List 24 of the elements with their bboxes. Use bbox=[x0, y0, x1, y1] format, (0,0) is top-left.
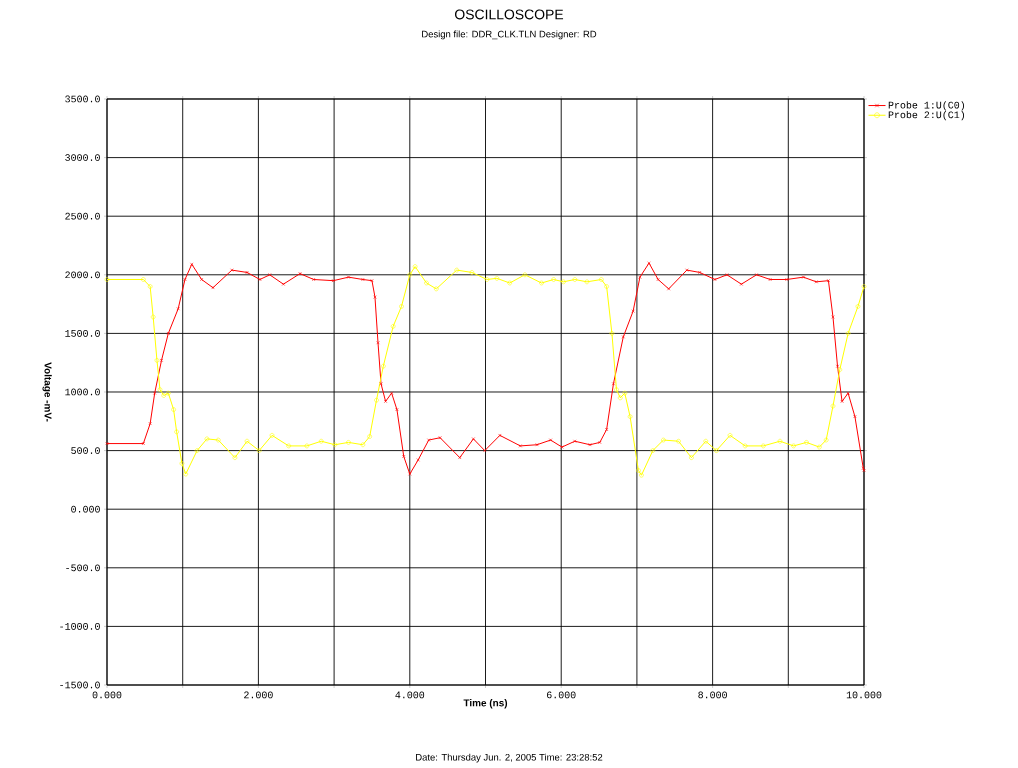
x-tick-label: 10.000 bbox=[846, 691, 882, 699]
legend-label: Probe 1:U(C0) bbox=[888, 101, 965, 111]
y-tick-label: 2500.0 bbox=[65, 212, 100, 220]
x-tick-label: 4.000 bbox=[395, 691, 425, 699]
y-tick-label: -1000.0 bbox=[60, 623, 100, 630]
chart-title: OSCILLOSCOPE bbox=[455, 9, 564, 20]
x-tick-label: 8.000 bbox=[698, 691, 727, 699]
y-tick-label: -1500.0 bbox=[60, 681, 100, 689]
x-tick-label: 6.000 bbox=[546, 691, 576, 699]
y-tick-label: 2000.0 bbox=[65, 271, 100, 279]
x-tick-label: 0.000 bbox=[92, 691, 122, 699]
y-tick-label: 500.0 bbox=[71, 447, 100, 454]
y-tick-label: 3000.0 bbox=[65, 154, 100, 161]
chart-subtitle: Design file: DDR_CLK.TLN Designer: RD bbox=[422, 30, 597, 40]
y-tick-label: -500.0 bbox=[66, 564, 100, 572]
y-axis-title: Voltage -mV- bbox=[42, 362, 52, 422]
x-tick-label: 2.000 bbox=[244, 691, 273, 699]
y-tick-label: 3500.0 bbox=[65, 95, 100, 103]
legend-label: Probe 2:U(C1) bbox=[888, 110, 965, 121]
y-tick-label: 0.000 bbox=[71, 505, 100, 513]
text: Date: Thursday Jun. 2, 2005 Time: 23:28:52 bbox=[416, 753, 603, 763]
y-tick-label: 1500.0 bbox=[65, 330, 100, 337]
y-tick-label: 1000.0 bbox=[65, 388, 100, 396]
x-axis-title: Time (ns) bbox=[463, 699, 508, 709]
